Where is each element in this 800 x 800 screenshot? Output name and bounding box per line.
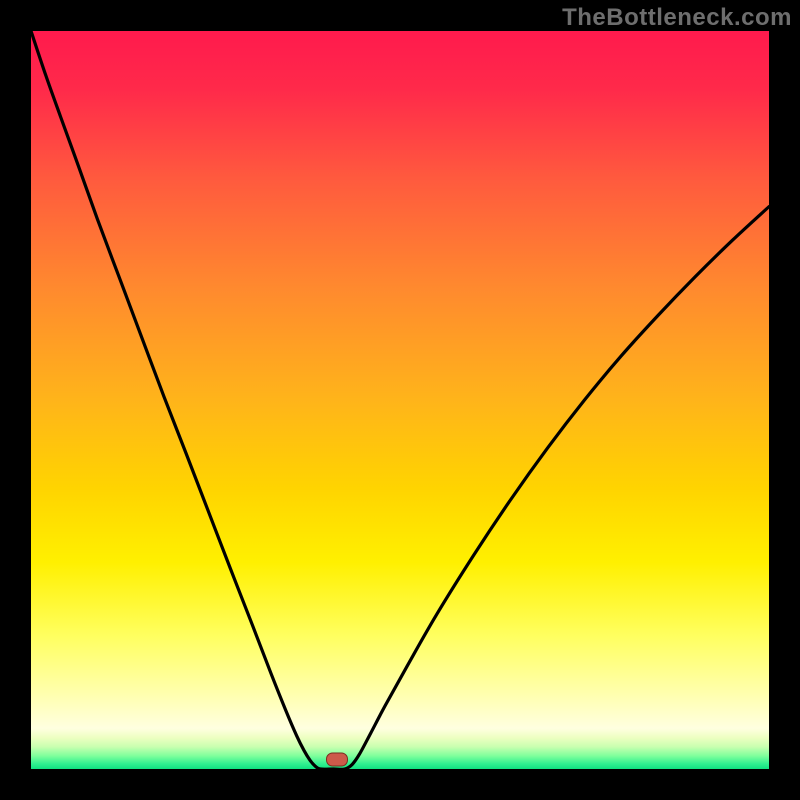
bottleneck-marker [326,752,348,771]
marker-icon [326,752,348,766]
curve-path [31,31,769,769]
chart-frame: TheBottleneck.com [0,0,800,800]
plot-area [31,31,769,769]
watermark-text: TheBottleneck.com [562,4,792,32]
bottleneck-curve [31,31,769,769]
marker-rect [327,753,348,766]
